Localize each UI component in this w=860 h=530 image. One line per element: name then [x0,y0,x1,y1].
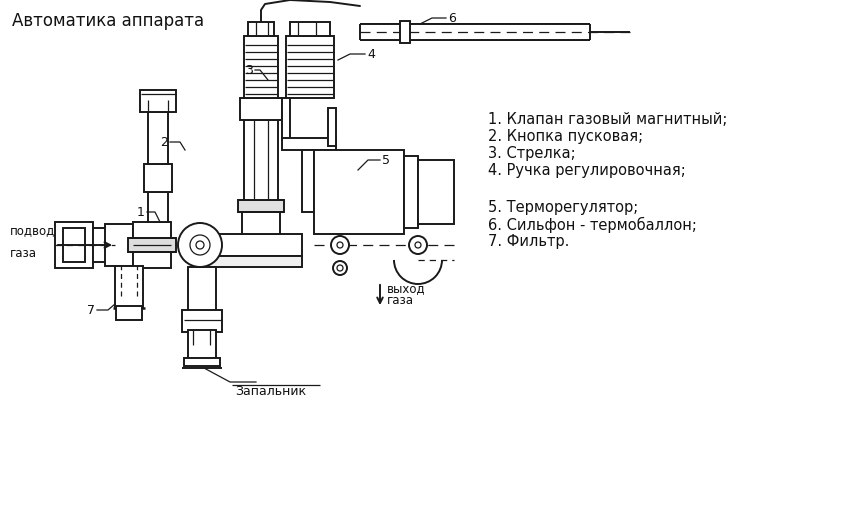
Bar [116,306,142,320]
Text: 2. Кнопка пусковая;: 2. Кнопка пусковая; [488,129,643,144]
Text: 4. Ручка регулировочная;: 4. Ручка регулировочная; [488,163,685,178]
Bar [282,138,336,150]
Bar [144,164,172,192]
Circle shape [333,261,347,275]
Bar [360,24,590,40]
Bar [188,267,216,312]
Text: 7. Фильтр.: 7. Фильтр. [488,234,569,249]
Bar [55,222,93,268]
Text: Автоматика аппарата: Автоматика аппарата [12,12,204,30]
Bar [148,112,168,164]
Text: 6. Сильфон - термобаллон;: 6. Сильфон - термобаллон; [488,217,697,233]
Bar [282,98,290,140]
Text: 7: 7 [87,304,95,316]
Bar [197,234,302,256]
Circle shape [331,236,349,254]
Text: 5. Терморегулятор;: 5. Терморегулятор; [488,200,638,215]
Text: 1: 1 [137,206,145,218]
Circle shape [415,242,421,248]
Bar [418,160,454,224]
Bar [140,90,176,112]
Bar [244,120,278,200]
Circle shape [178,223,222,267]
Bar [238,200,284,212]
Text: подвод: подвод [10,224,55,237]
Bar [328,108,336,146]
Text: 2: 2 [160,136,168,148]
Text: 4: 4 [367,48,375,60]
Bar [115,266,143,308]
Bar [197,256,302,267]
Text: 3: 3 [245,64,253,76]
Text: выход: выход [387,282,426,295]
Bar [314,150,404,234]
Text: 3. Стрелка;: 3. Стрелка; [488,146,575,161]
Circle shape [196,241,204,249]
Bar [286,36,334,98]
Bar [244,36,278,98]
Circle shape [337,265,343,271]
Bar [105,224,133,266]
Bar [290,22,330,36]
Bar [128,238,176,252]
Circle shape [409,236,427,254]
Bar [188,330,216,360]
Text: газа: газа [387,294,414,307]
Circle shape [337,242,343,248]
Bar [240,98,282,120]
Circle shape [190,235,210,255]
Bar [63,228,85,262]
Text: 5: 5 [382,154,390,166]
Text: 1. Клапан газовый магнитный;: 1. Клапан газовый магнитный; [488,112,728,127]
Bar [242,206,280,234]
Bar [184,358,220,366]
Bar [404,156,418,228]
Bar [248,22,274,36]
Bar [148,192,168,222]
Bar [133,222,171,268]
Bar [302,150,314,212]
Text: 6: 6 [448,12,456,24]
Text: Запальник: Запальник [235,385,306,398]
Bar [400,21,410,43]
Bar [93,228,115,262]
Text: газа: газа [10,247,37,260]
Bar [182,310,222,332]
